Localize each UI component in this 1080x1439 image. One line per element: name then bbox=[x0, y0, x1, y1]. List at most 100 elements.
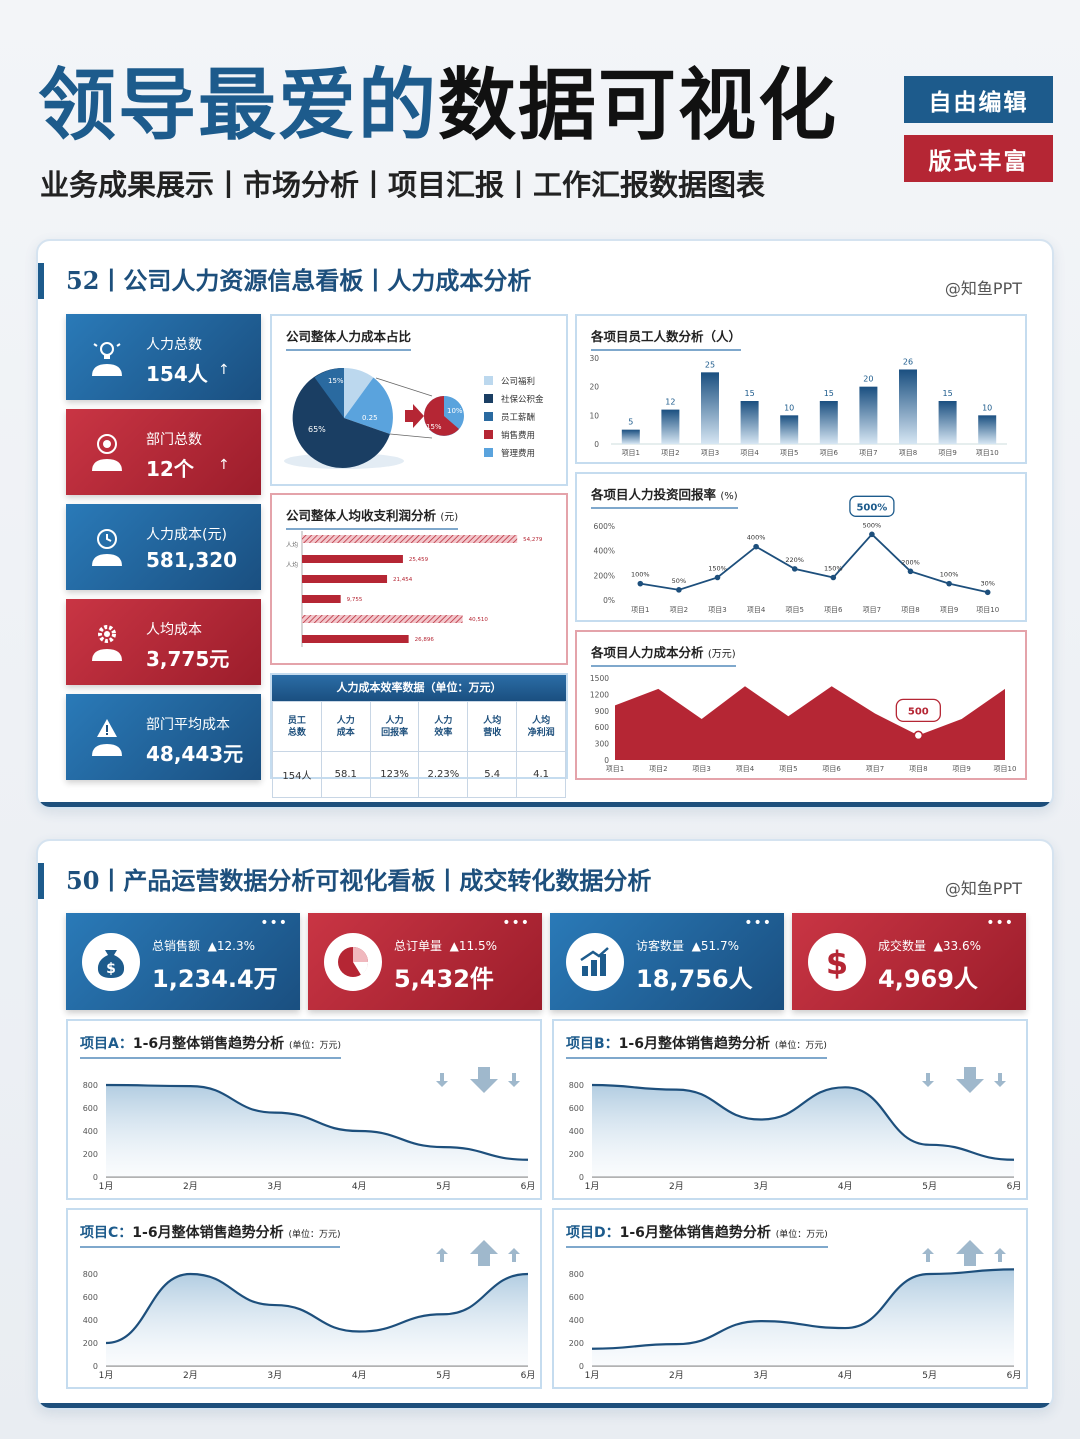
pie-label: 65% bbox=[308, 425, 326, 434]
table-header-cell: 人均 营收 bbox=[467, 701, 518, 752]
staff-chart-title: 各项目员工人数分析（人） bbox=[591, 326, 742, 351]
trend-ytick: 0 bbox=[579, 1173, 584, 1182]
roi-box: 各项目人力投资回报率 (%) 0% 200% 400% 600% 100% 项目1 50% 项… bbox=[575, 472, 1027, 622]
hbar-ylabel: 人均 bbox=[286, 541, 298, 549]
roi-point bbox=[946, 580, 952, 587]
roi-xtick: 项目3 bbox=[708, 606, 726, 614]
cost-area bbox=[615, 686, 1005, 760]
efficiency-table-box: 人力成本效率数据（单位：万元） 员工 总数 人力 成本 人力 回报率 人力 效率 人均营… bbox=[270, 673, 568, 798]
trend-chart-title: 项目D：1-6月整体销售趋势分析 (单位：万元) bbox=[566, 1222, 828, 1248]
roi-point-label: 50% bbox=[672, 577, 686, 585]
trend-xtick: 5月 bbox=[436, 1370, 451, 1381]
cost-ytick: 1500 bbox=[590, 674, 609, 683]
kpi-value: 12个 bbox=[146, 457, 194, 481]
arrow-up-icon bbox=[436, 1248, 448, 1262]
staff-bar bbox=[701, 372, 719, 444]
staff-bar-label: 25 bbox=[705, 360, 715, 369]
staff-bar bbox=[621, 429, 640, 444]
hr-panel-credit: @知鱼PPT bbox=[944, 279, 1022, 298]
table-header-cell: 人力 成本 bbox=[320, 701, 371, 752]
pie-legend: 公司福利 社保公积金 员工薪酬 销售费用 管理费用 bbox=[484, 376, 544, 459]
staff-xtick: 项目2 bbox=[661, 449, 679, 457]
pie-leader-line bbox=[389, 433, 433, 439]
staff-bar-label: 20 bbox=[863, 375, 873, 384]
hbar-value-label: 9,755 bbox=[347, 597, 363, 603]
trend-area-chart: 0 200 400 600 800 1月 2月 3月 4月 5月 6月 bbox=[569, 1240, 1021, 1381]
kpi-value: 1,234.4万 bbox=[152, 965, 278, 993]
table-cell: 5.4 bbox=[467, 751, 518, 798]
trend-xtick: 1月 bbox=[585, 1370, 600, 1381]
roi-ytick: 600% bbox=[594, 522, 615, 531]
roi-point-label: 500% bbox=[863, 521, 882, 529]
arrow-down-icon bbox=[470, 1067, 498, 1093]
trend-area bbox=[106, 1274, 528, 1366]
sub-pie-label: 15% bbox=[426, 423, 442, 431]
more-icon[interactable]: ••• bbox=[986, 915, 1014, 931]
hbar-bar bbox=[302, 575, 388, 583]
roi-callout-box bbox=[849, 495, 895, 517]
hbar-value-label: 25,459 bbox=[409, 557, 429, 563]
trend-line bbox=[105, 1083, 529, 1161]
kpi-total-sales: ••• $ 总销售额 ▲12.3% 1,234.4万 bbox=[66, 913, 300, 1010]
staff-ytick: 0 bbox=[594, 440, 599, 449]
trend-ytick: 600 bbox=[83, 1104, 98, 1113]
table-title: 人力成本效率数据（单位：万元） bbox=[272, 675, 566, 701]
more-icon[interactable]: ••• bbox=[502, 915, 530, 931]
kpi-total-staff: 人力总数 154人 ↑ bbox=[66, 314, 261, 400]
sales-trend-project-d: 项目D：1-6月整体销售趋势分析 (单位：万元) 0 200 400 600 800 1月… bbox=[552, 1208, 1028, 1389]
tag-editable: 自由编辑 bbox=[904, 76, 1053, 123]
cost-share-pie-box: 公司整体人力成本占比 15% 65% 0.25 10% 15% 公司福利 社保公… bbox=[270, 314, 568, 486]
staff-bar bbox=[740, 401, 759, 444]
sales-trend-project-b: 项目B：1-6月整体销售趋势分析 (单位：万元) 0 200 400 600 800 1月… bbox=[552, 1019, 1028, 1200]
trend-ytick: 800 bbox=[569, 1270, 584, 1279]
staff-bar-label: 15 bbox=[943, 389, 953, 398]
arrow-up-icon bbox=[956, 1240, 984, 1266]
staff-bar-label: 5 bbox=[628, 418, 633, 427]
svg-text:$: $ bbox=[826, 944, 848, 982]
more-icon[interactable]: ••• bbox=[260, 915, 288, 931]
trend-xtick: 4月 bbox=[838, 1181, 853, 1192]
table-header-cell: 人均 净利润 bbox=[516, 701, 566, 752]
table-cell: 2.23% bbox=[418, 751, 469, 798]
target-person-icon bbox=[92, 434, 122, 471]
trend-ytick: 800 bbox=[569, 1081, 584, 1090]
svg-text:管理费用: 管理费用 bbox=[501, 448, 535, 459]
trend-xtick: 5月 bbox=[922, 1370, 937, 1381]
trend-xtick: 2月 bbox=[669, 1370, 684, 1381]
cost-xtick: 项目10 bbox=[994, 765, 1017, 773]
svg-text:社保公积金: 社保公积金 bbox=[501, 394, 544, 405]
more-icon[interactable]: ••• bbox=[744, 915, 772, 931]
staff-count-bar-chart: 0 10 20 30 5 项目1 12 项目2 25 项目3 15 项目4 10 项目5 15 项目6 20 项目… bbox=[589, 354, 1007, 457]
arrow-down-icon bbox=[436, 1073, 448, 1087]
roi-point bbox=[791, 566, 798, 572]
table-cell: 123% bbox=[369, 751, 420, 798]
trend-ytick: 600 bbox=[83, 1293, 98, 1302]
staff-xtick: 项目1 bbox=[622, 449, 640, 457]
roi-point bbox=[753, 543, 759, 550]
table-header-cell: 人力 回报率 bbox=[369, 701, 420, 752]
hbar-bar bbox=[302, 595, 341, 603]
cost-ytick: 600 bbox=[595, 723, 610, 732]
staff-bar-label: 15 bbox=[824, 389, 834, 398]
efficiency-table: 员工 总数 人力 成本 人力 回报率 人力 效率 人均 营收 人均 净利润 154人 58.… bbox=[272, 701, 566, 798]
lightbulb-person-icon bbox=[92, 342, 122, 376]
pie-label: 0.25 bbox=[362, 414, 378, 422]
trend-ytick: 200 bbox=[569, 1339, 584, 1348]
kpi-label: 人力总数 bbox=[146, 337, 202, 353]
trend-xtick: 4月 bbox=[838, 1370, 853, 1381]
page-title: 领导最爱的数据可视化 bbox=[38, 58, 838, 154]
kpi-cost-per-capita: 人均成本 3,775元 bbox=[66, 599, 261, 685]
staff-bar-label: 10 bbox=[982, 403, 992, 412]
ops-panel-title: 50丨产品运营数据分析可视化看板丨成交转化数据分析 bbox=[38, 863, 651, 899]
trend-ytick: 0 bbox=[93, 1362, 98, 1371]
trend-area bbox=[106, 1085, 528, 1177]
svg-text:公司福利: 公司福利 bbox=[501, 376, 535, 387]
profit-hbar-box: 公司整体人均收支利润分析 (元) 人均 人均 54,279 25,459 21,454 9… bbox=[270, 493, 568, 665]
kpi-value: 581,320 bbox=[146, 548, 238, 572]
sales-trend-project-a: 项目A：1-6月整体销售趋势分析 (单位：万元) 0 200 400 600 800 1月… bbox=[66, 1019, 542, 1200]
roi-point-label: 30% bbox=[980, 579, 994, 587]
pie-slice-salary bbox=[344, 377, 393, 434]
staff-bar-label: 15 bbox=[745, 389, 755, 398]
trend-ytick: 800 bbox=[83, 1081, 98, 1090]
roi-ytick: 0% bbox=[603, 596, 615, 605]
